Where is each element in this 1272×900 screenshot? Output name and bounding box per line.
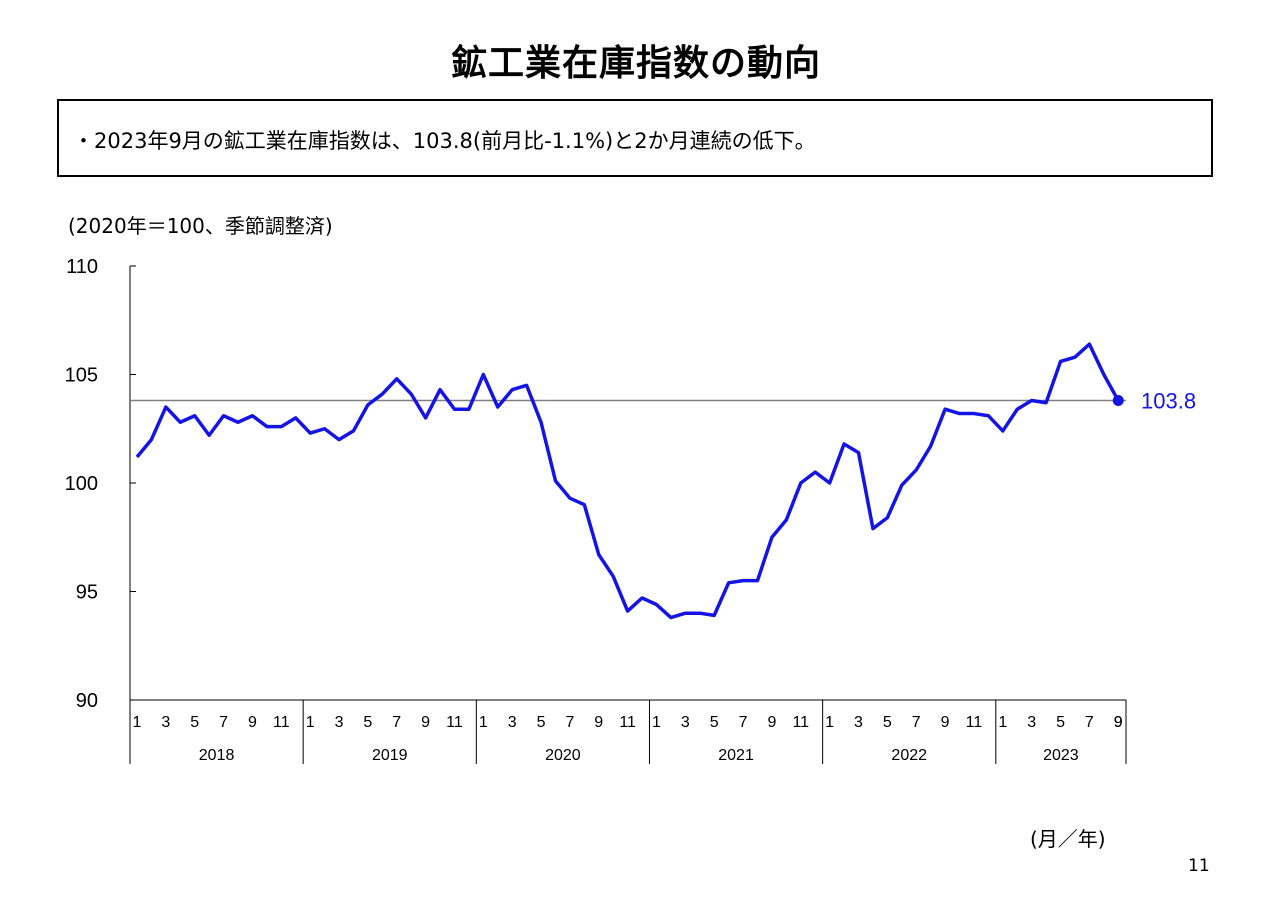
y-tick-label: 105 — [65, 365, 98, 387]
x-month-tick-label: 1 — [133, 714, 142, 731]
page-number: 11 — [1188, 856, 1210, 876]
x-month-tick-label: 1 — [306, 714, 315, 731]
x-month-tick-label: 7 — [1085, 714, 1094, 731]
x-month-tick-label: 1 — [479, 714, 488, 731]
x-month-tick-label: 3 — [335, 714, 344, 731]
series-line — [135, 342, 1120, 620]
x-month-tick-label: 5 — [1056, 714, 1065, 731]
x-month-tick-label: 3 — [681, 714, 690, 731]
x-year-label: 2019 — [372, 747, 408, 764]
x-month-tick-label: 5 — [537, 714, 546, 731]
y-tick-label: 110 — [66, 256, 98, 278]
x-month-tick-label: 7 — [912, 714, 921, 731]
x-month-tick-label: 9 — [1114, 714, 1123, 731]
x-month-tick-label: 3 — [854, 714, 863, 731]
x-month-tick-label: 3 — [1027, 714, 1036, 731]
x-month-tick-label: 9 — [421, 714, 430, 731]
x-month-tick-label: 3 — [161, 714, 170, 731]
x-month-tick-label: 7 — [219, 714, 228, 731]
x-month-tick-label: 3 — [508, 714, 517, 731]
summary-text: ・2023年9月の鉱工業在庫指数は、103.8(前月比-1.1%)と2か月連続の… — [73, 129, 816, 153]
x-month-tick-label: 5 — [710, 714, 719, 731]
y-axis-ticks: 90 95 100 105 110 — [65, 256, 136, 712]
y-tick-label: 100 — [65, 473, 98, 495]
x-year-label: 2021 — [718, 747, 754, 764]
x-month-tick-label: 11 — [446, 714, 463, 731]
x-month-tick-label: 9 — [1114, 714, 1123, 731]
x-month-tick-label: 9 — [248, 714, 257, 731]
chart-unit-note: (2020年＝100、季節調整済) — [68, 214, 333, 238]
x-month-tick-label: 7 — [739, 714, 748, 731]
x-year-label: 2020 — [545, 747, 581, 764]
x-month-tick-label: 11 — [792, 714, 809, 731]
y-tick-label: 90 — [76, 690, 98, 712]
series-group: 103.8 — [135, 342, 1196, 620]
x-month-tick-label: 1 — [825, 714, 834, 731]
x-year-label: 2018 — [199, 747, 235, 764]
x-month-tick-label: 5 — [883, 714, 892, 731]
x-month-tick-label: 9 — [941, 714, 950, 731]
x-month-tick-label: 11 — [966, 714, 983, 731]
x-month-tick-label: 1 — [652, 714, 661, 731]
x-month-tick-label: 7 — [392, 714, 401, 731]
x-month-tick-label: 11 — [619, 714, 636, 731]
x-axis-unit: (月／年) — [1030, 827, 1106, 851]
endpoint-value-label: 103.8 — [1141, 389, 1196, 414]
x-month-tick-label: 11 — [273, 714, 290, 731]
chart-axes — [129, 266, 1127, 764]
series-endpoint-marker — [1112, 395, 1124, 407]
x-month-tick-label: 9 — [767, 714, 776, 731]
y-tick-label: 95 — [76, 582, 98, 604]
x-month-tick-label: 7 — [565, 714, 574, 731]
summary-box: ・2023年9月の鉱工業在庫指数は、103.8(前月比-1.1%)と2か月連続の… — [57, 99, 1213, 177]
page-title: 鉱工業在庫指数の動向 — [450, 43, 821, 84]
x-month-tick-label: 1 — [998, 714, 1007, 731]
x-month-tick-label: 5 — [190, 714, 199, 731]
x-year-label: 2023 — [1043, 747, 1079, 764]
x-year-label: 2022 — [891, 747, 927, 764]
x-month-tick-label: 5 — [363, 714, 372, 731]
x-month-tick-label: 9 — [594, 714, 603, 731]
